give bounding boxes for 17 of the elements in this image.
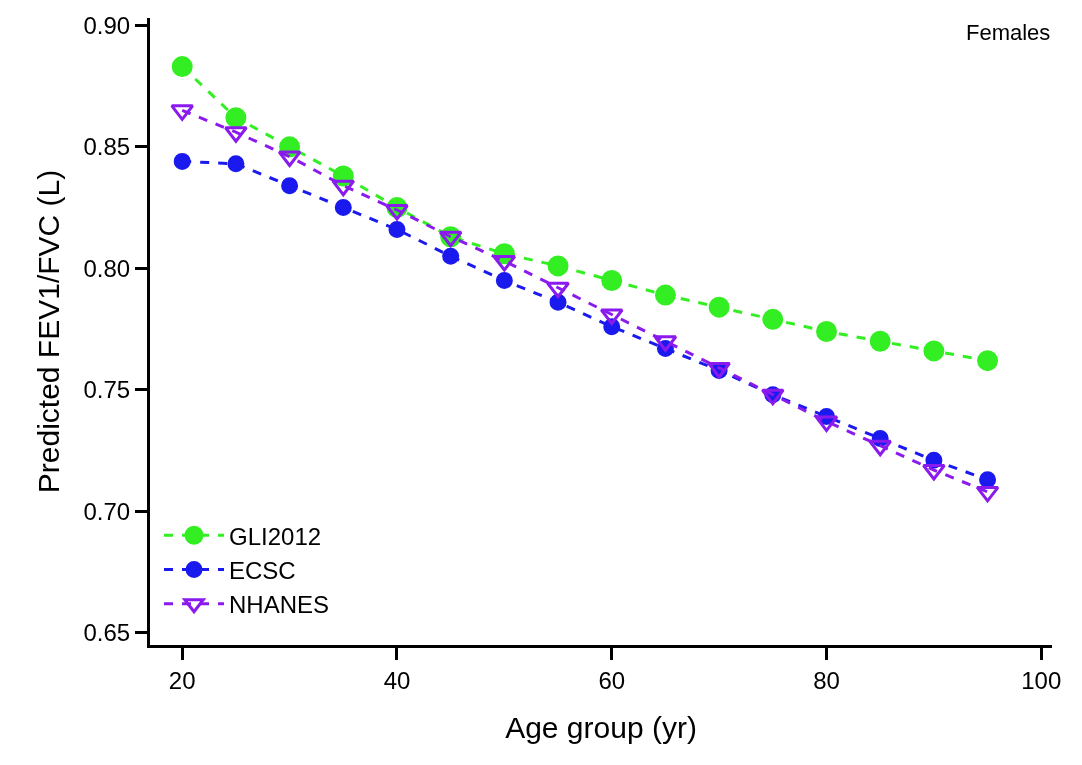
legend-label: ECSC (229, 556, 296, 584)
x-tick-label: 100 (1021, 666, 1062, 694)
x-tick-label: 40 (383, 666, 411, 694)
legend-label: NHANES (229, 591, 330, 619)
x-tick-label: 20 (168, 666, 196, 694)
y-tick-label: 0.75 (83, 376, 131, 404)
x-tick-label: 80 (813, 666, 840, 694)
y-tick-label: 0.90 (83, 11, 131, 39)
y-tick-label: 0.85 (83, 133, 131, 161)
y-tick-label: 0.80 (83, 254, 131, 282)
x-tick-label: 60 (598, 666, 626, 694)
legend-label: GLI2012 (229, 522, 322, 550)
y-tick-label: 0.70 (83, 497, 131, 525)
y-tick-label: 0.65 (83, 619, 131, 647)
y-axis-title: Predicted FEV1/FVC (L) (32, 169, 66, 494)
x-axis-title: Age group (yr) (505, 711, 697, 745)
annotation: Females (966, 20, 1051, 45)
